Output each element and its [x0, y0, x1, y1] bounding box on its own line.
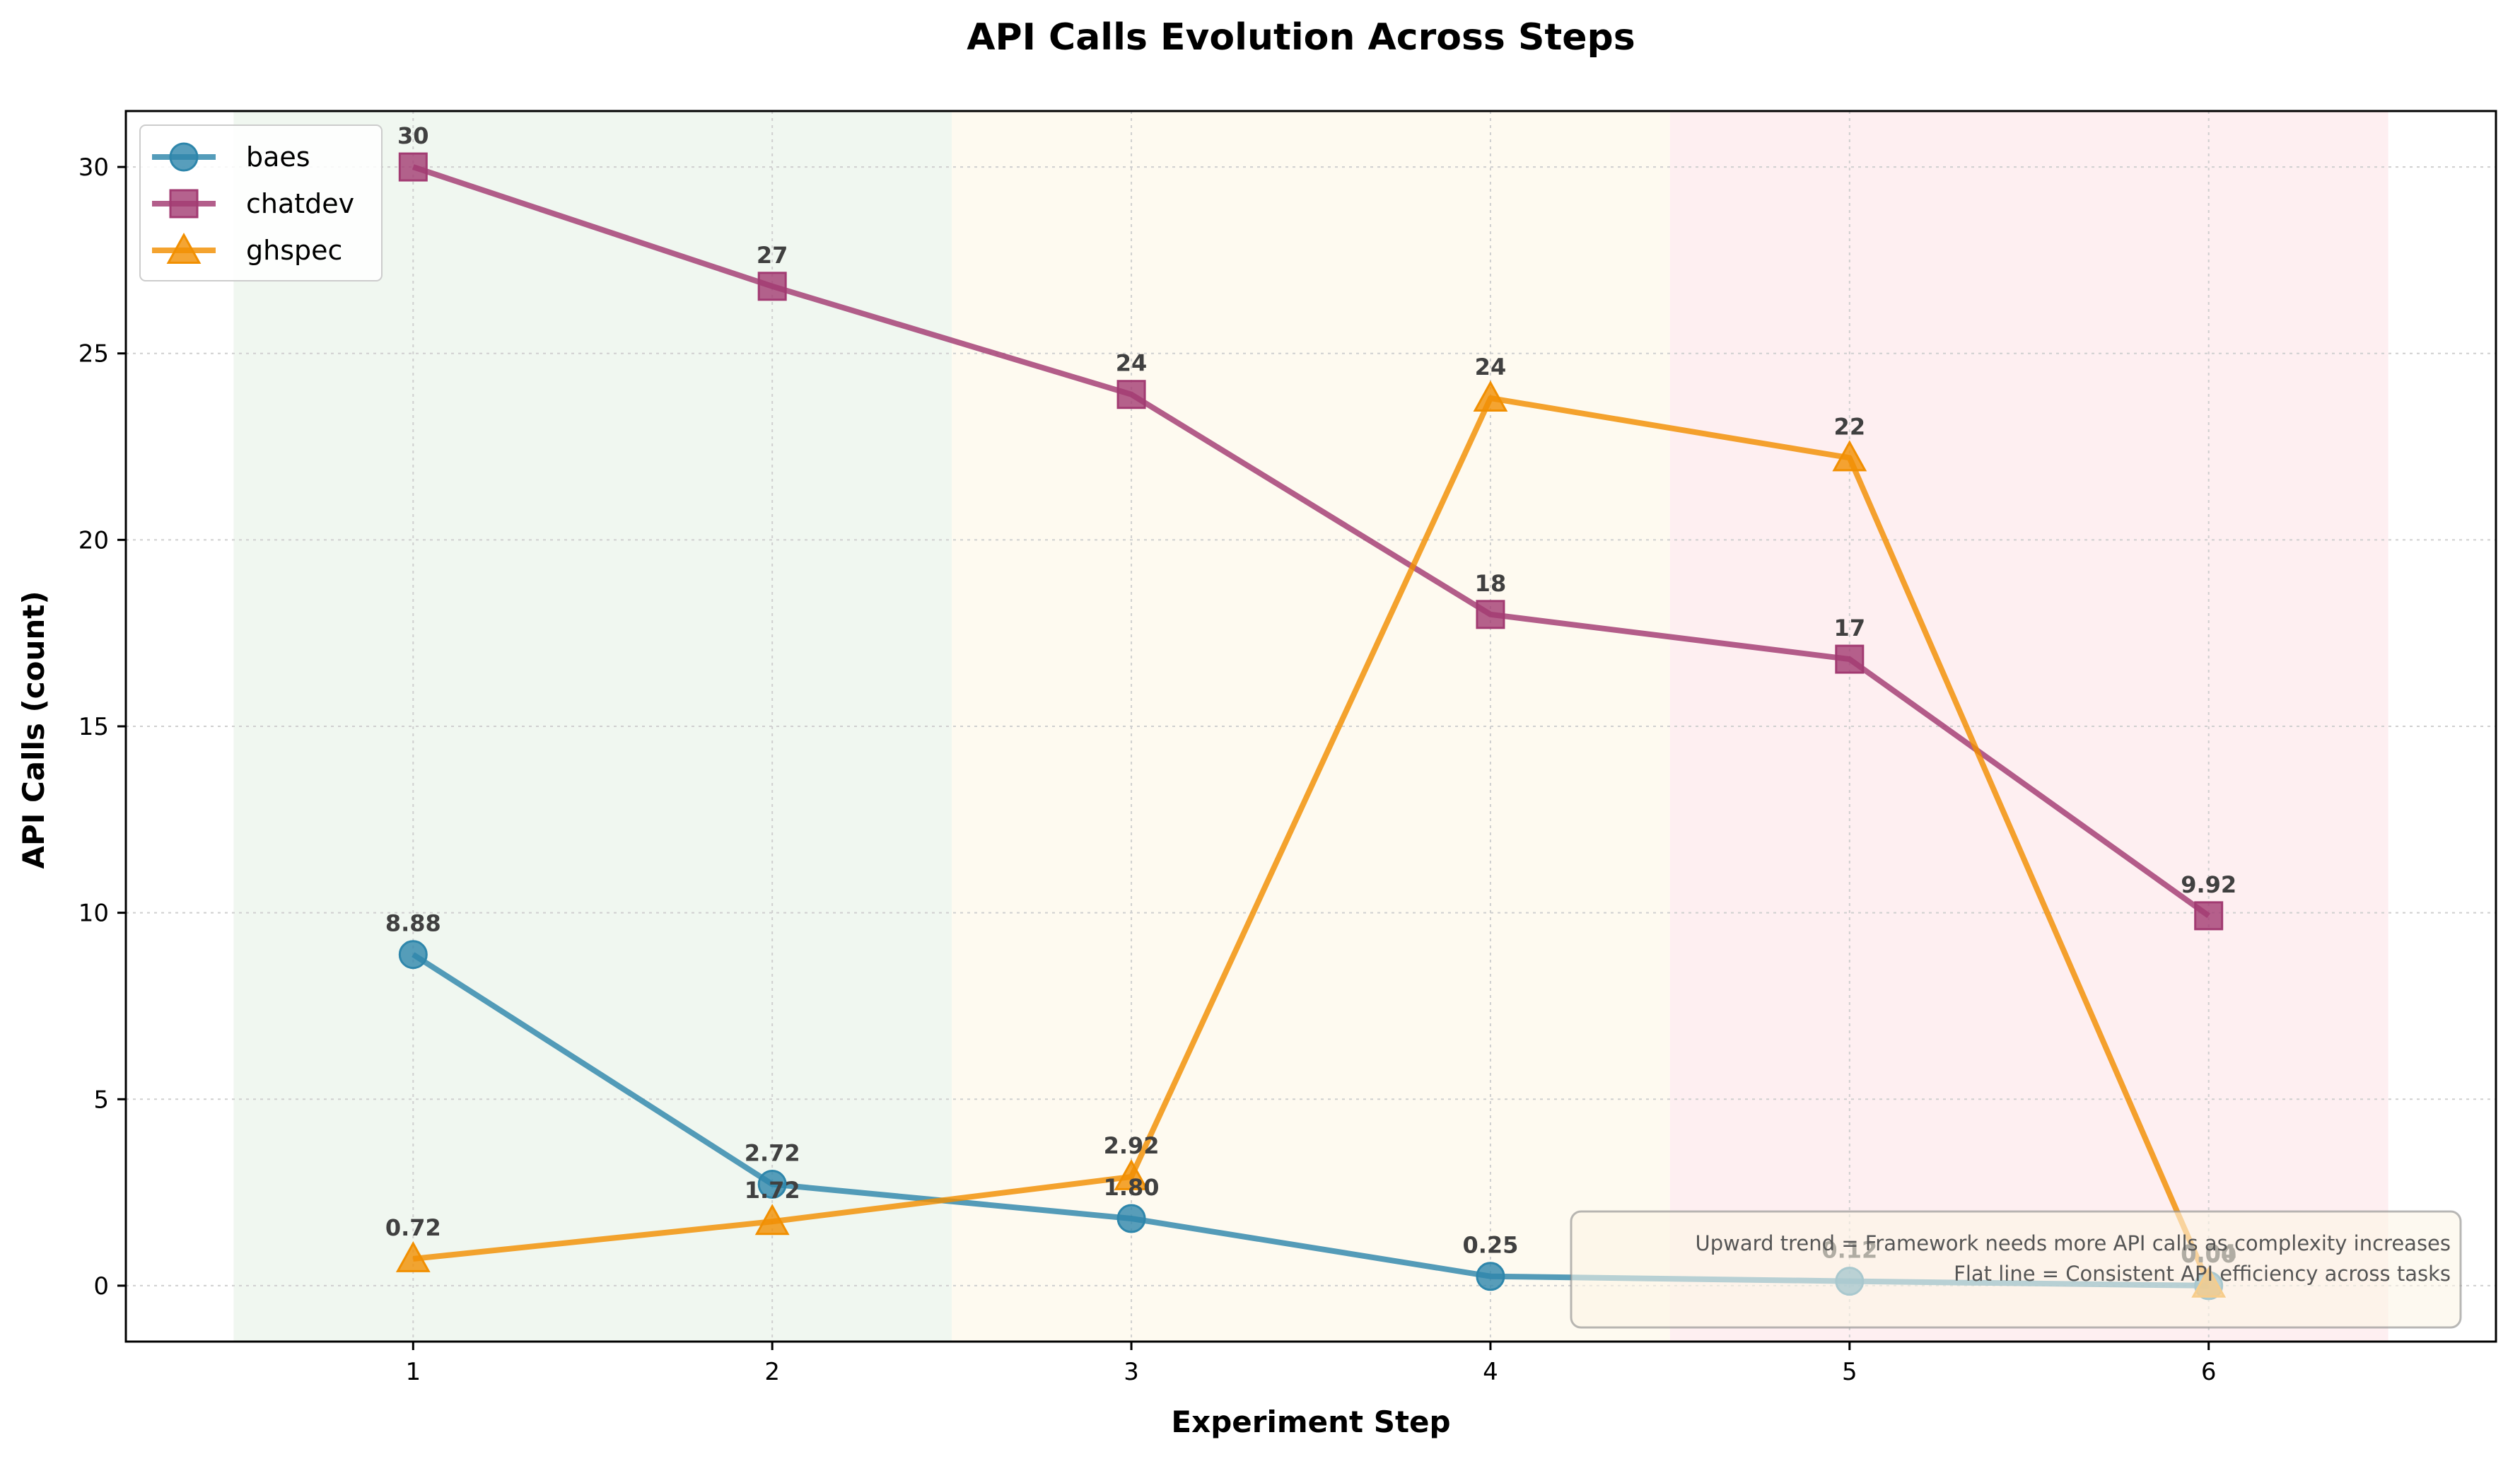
baes-marker — [1476, 1262, 1505, 1291]
y-tick-label: 30 — [78, 153, 109, 182]
baes-data-label: 1.80 — [1104, 1174, 1160, 1201]
baes-marker — [398, 940, 428, 970]
ghspec-marker — [1473, 380, 1508, 412]
x-tick-label: 5 — [1842, 1358, 1857, 1386]
baes-data-label: 8.88 — [385, 910, 441, 937]
x-tick-label: 3 — [1124, 1358, 1139, 1386]
chatdev-data-label: 24 — [1116, 350, 1148, 377]
legend: baes chatdev ghspec — [139, 124, 383, 281]
chatdev-marker — [1116, 380, 1146, 409]
annotation-line-2: Flat line = Consistent API efficiency ac… — [1954, 1262, 2451, 1286]
chatdev-data-label: 27 — [757, 242, 788, 269]
legend-label-ghspec: ghspec — [246, 235, 342, 266]
chatdev-marker — [757, 272, 787, 301]
ghspec-marker — [754, 1204, 790, 1236]
legend-marker-baes — [169, 142, 199, 172]
ghspec-line — [412, 395, 2212, 1286]
chatdev-data-label: 17 — [1834, 615, 1866, 641]
x-tick-label: 2 — [764, 1358, 780, 1386]
chatdev-marker — [2194, 901, 2224, 931]
legend-frame — [139, 124, 383, 281]
y-tick-label: 10 — [78, 900, 109, 928]
ghspec-marker — [1832, 440, 1867, 472]
chatdev-data-label: 30 — [397, 122, 429, 149]
legend-label-chatdev: chatdev — [246, 188, 354, 219]
chatdev-marker — [398, 152, 428, 182]
legend-marker-chatdev — [169, 189, 199, 219]
ghspec-data-label: 1.72 — [745, 1177, 800, 1204]
y-tick-label: 0 — [93, 1272, 109, 1301]
y-tick-label: 5 — [93, 1086, 109, 1114]
baes-data-label: 2.72 — [745, 1139, 800, 1166]
baes-marker — [1116, 1204, 1146, 1233]
y-axis-title: API Calls (count) — [16, 591, 51, 868]
ghspec-data-label: 24 — [1475, 354, 1507, 380]
phase-band-2 — [952, 111, 1670, 1342]
y-tick-label: 15 — [78, 713, 109, 741]
chatdev-marker — [1476, 600, 1505, 629]
annotation-box: Upward trend = Framework needs more API … — [1570, 1210, 2462, 1329]
y-tick-label: 20 — [78, 526, 109, 554]
ghspec-marker — [1114, 1159, 1149, 1190]
x-tick-label: 1 — [405, 1358, 421, 1386]
legend-marker-ghspec — [166, 233, 202, 264]
chatdev-data-label: 9.92 — [2181, 871, 2236, 898]
annotation-frame — [1570, 1210, 2462, 1329]
baes-marker — [757, 1169, 787, 1199]
x-tick-label: 4 — [1483, 1358, 1498, 1386]
ghspec-data-label: 22 — [1834, 413, 1866, 440]
legend-label-baes: baes — [246, 141, 310, 173]
x-axis-title: Experiment Step — [1171, 1405, 1450, 1439]
ghspec-data-label: 2.92 — [1104, 1132, 1160, 1159]
axis-ticks: 1 2 3 4 5 6 0 5 10 15 20 25 30 — [78, 153, 2217, 1386]
x-tick-label: 6 — [2201, 1358, 2217, 1386]
chatdev-marker — [1835, 644, 1865, 674]
baes-data-label: 0.25 — [1462, 1232, 1518, 1259]
chatdev-line — [412, 164, 2211, 919]
chart-title: API Calls Evolution Across Steps — [967, 16, 1635, 59]
ghspec-marker — [395, 1241, 431, 1272]
y-tick-label: 25 — [78, 340, 109, 368]
chatdev-data-label: 18 — [1475, 570, 1507, 597]
ghspec-data-label: 0.72 — [385, 1214, 441, 1241]
annotation-line-1: Upward trend = Framework needs more API … — [1696, 1231, 2451, 1255]
